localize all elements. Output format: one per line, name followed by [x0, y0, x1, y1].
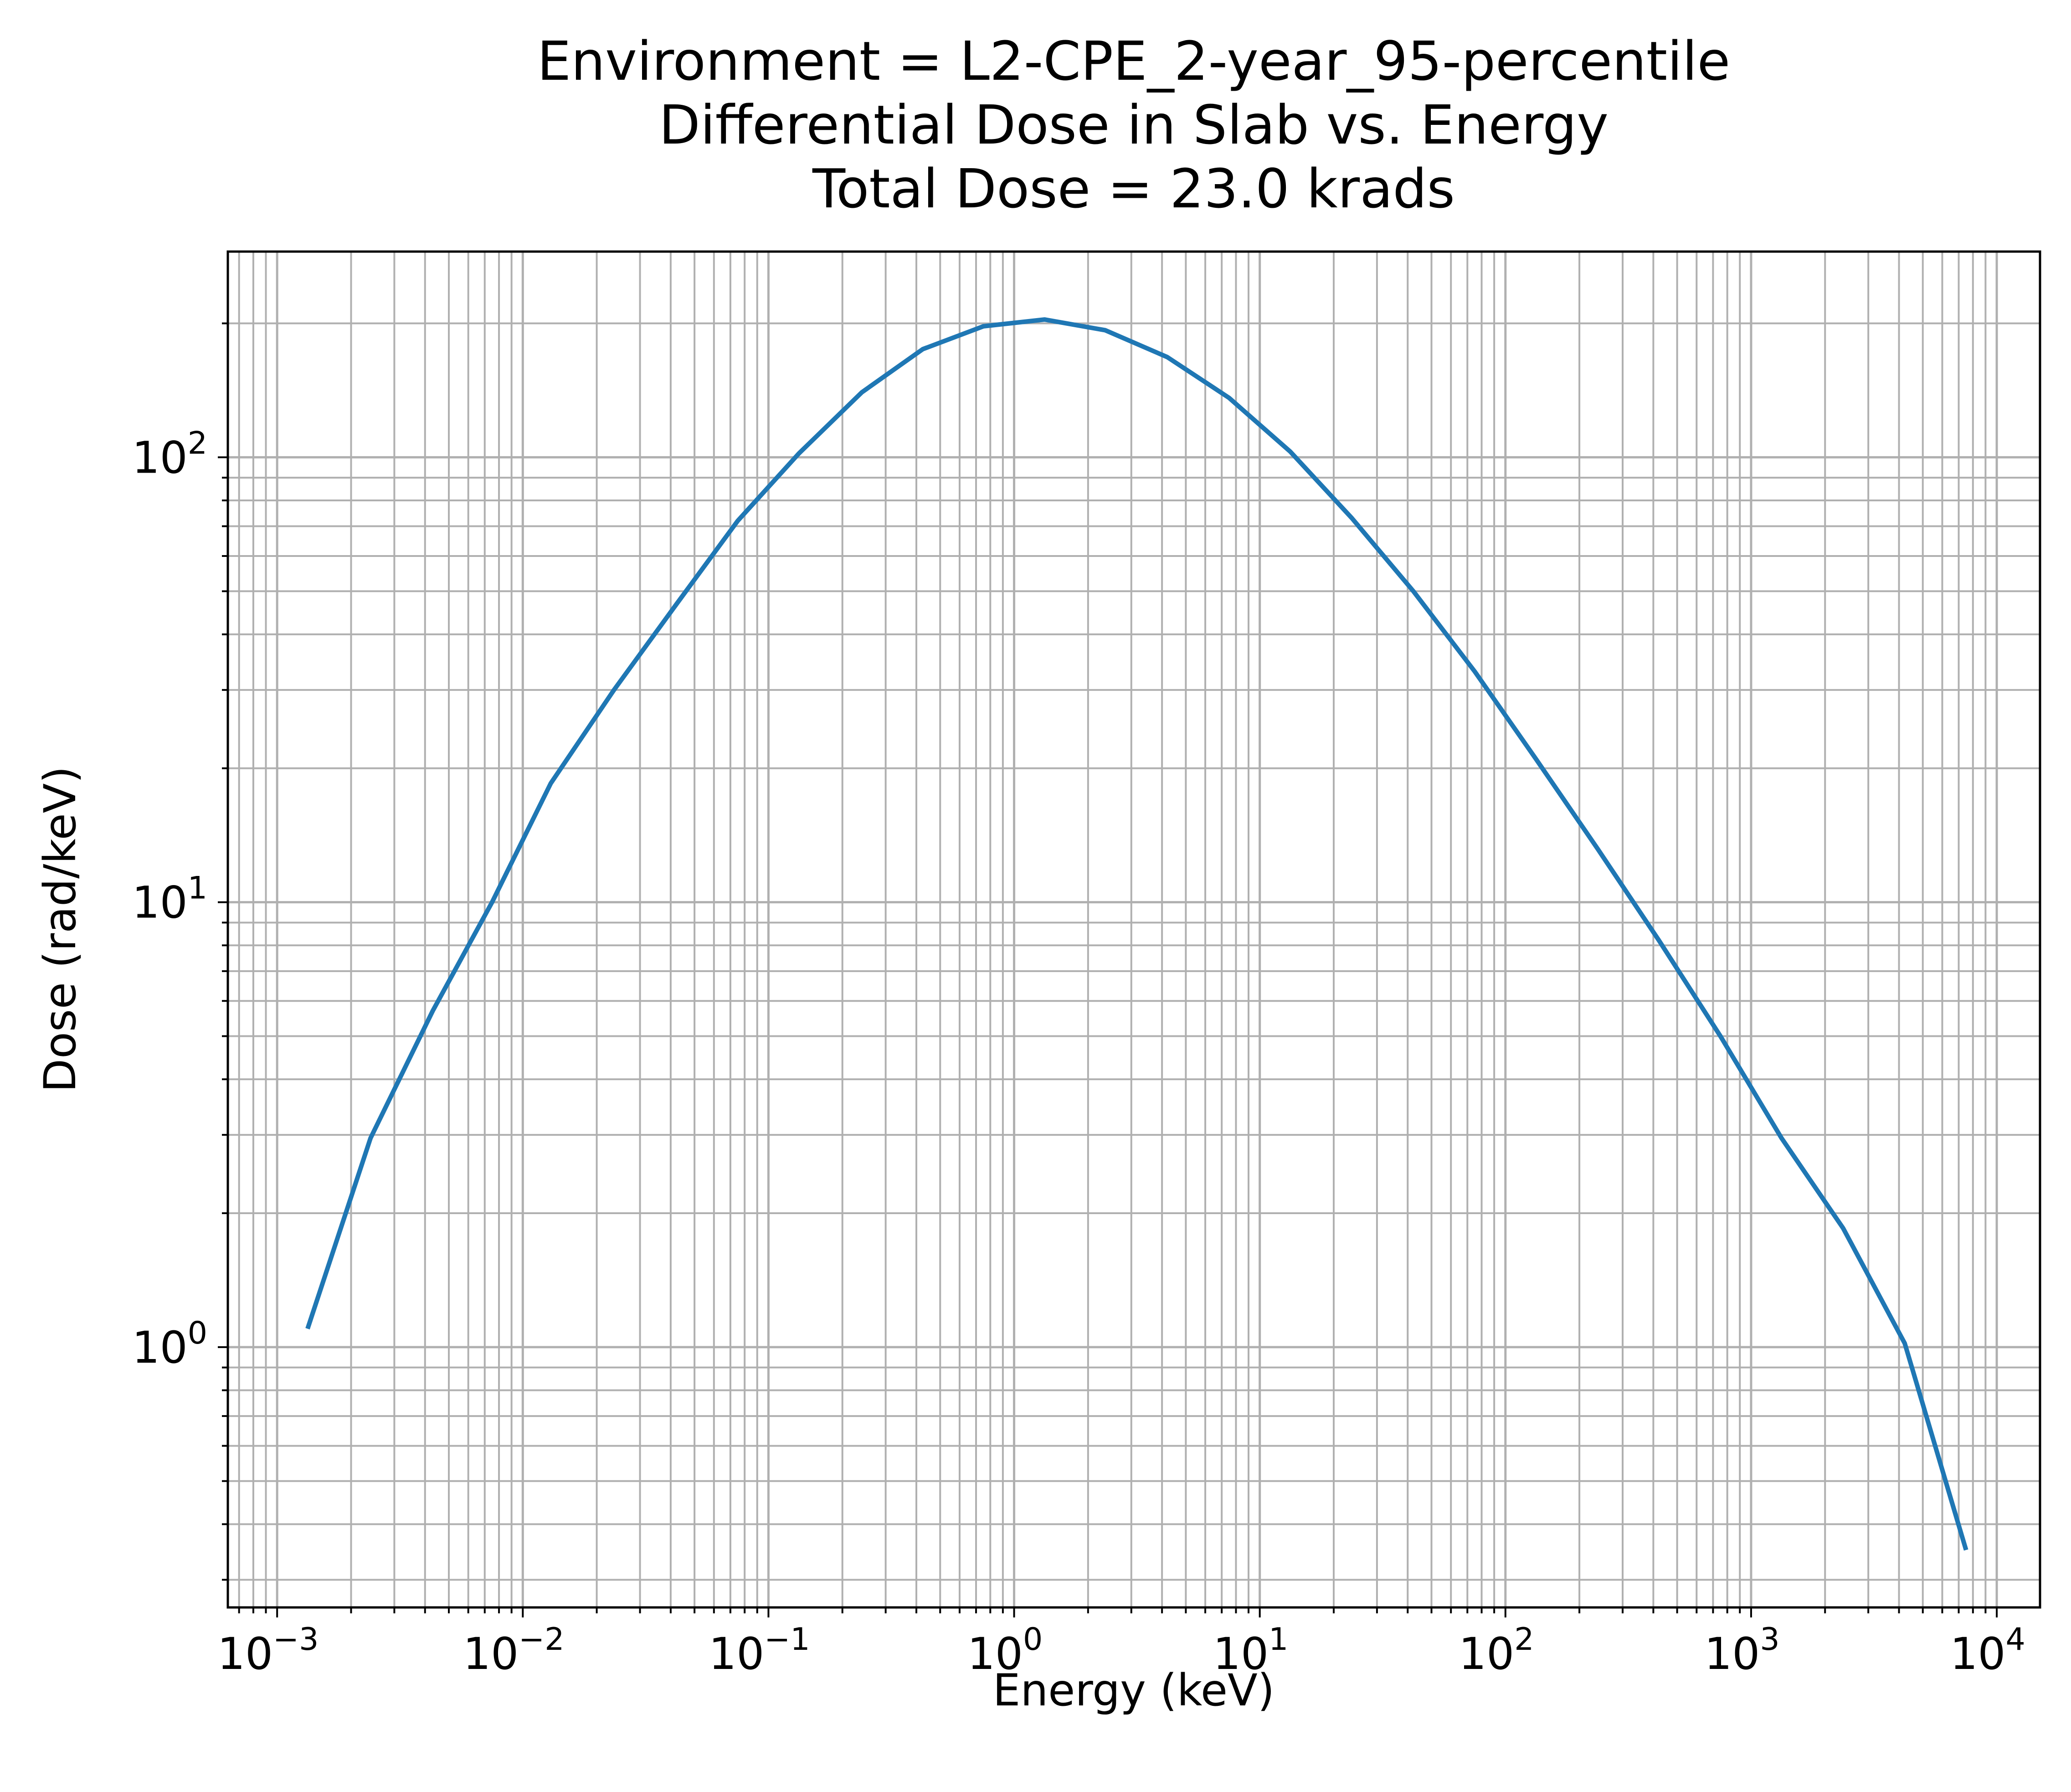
- data-point: [1597, 848, 1598, 849]
- chart-title-line-2: Differential Dose in Slab vs. Energy: [659, 93, 1608, 156]
- x-tick-label: 101: [1213, 1622, 1288, 1679]
- grid-lines: [228, 252, 2040, 1607]
- x-tick-label: 103: [1704, 1622, 1779, 1679]
- x-tick-label: 10−1: [709, 1622, 810, 1679]
- data-point: [1044, 319, 1045, 320]
- x-tick-label: 100: [967, 1622, 1043, 1679]
- tick-layer: 10−3 10−2 10−1 100 101 102 103 104 100 101 102: [132, 322, 2025, 1679]
- series-layer: [305, 317, 1968, 1551]
- data-point: [432, 1010, 433, 1011]
- chart-title-line-1: Environment = L2-CPE_2-year_95-percentil…: [537, 30, 1731, 93]
- x-tick-label: 104: [1950, 1622, 2025, 1679]
- x-tick-label: 102: [1459, 1622, 1534, 1679]
- y-tick-label: 100: [132, 1315, 207, 1373]
- x-tick-label: 10−3: [217, 1622, 319, 1679]
- y-axis-label: Dose (rad/keV): [35, 766, 86, 1092]
- series-line: [305, 317, 1968, 1551]
- plot-frame: [226, 250, 2041, 1609]
- x-tick-label: 10−2: [463, 1622, 564, 1679]
- y-tick-label: 101: [132, 870, 207, 928]
- chart-title-line-3: Total Dose = 23.0 krads: [812, 157, 1455, 220]
- x-axis-label: Energy (keV): [993, 1665, 1274, 1716]
- y-tick-label: 102: [132, 425, 207, 483]
